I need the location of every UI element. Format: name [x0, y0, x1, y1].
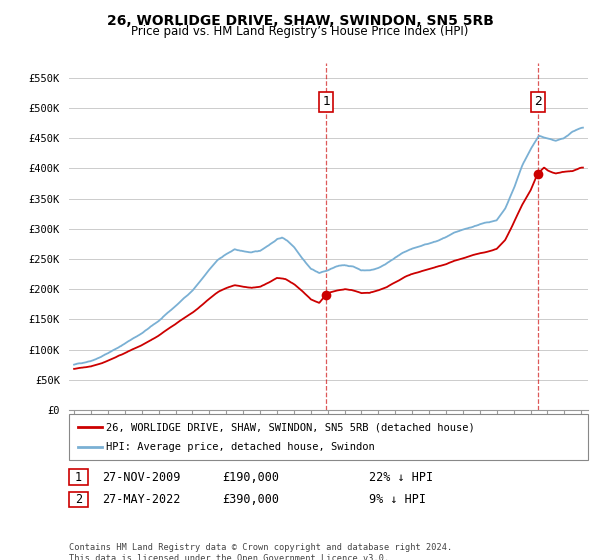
Text: 26, WORLIDGE DRIVE, SHAW, SWINDON, SN5 5RB (detached house): 26, WORLIDGE DRIVE, SHAW, SWINDON, SN5 5…	[106, 422, 475, 432]
Text: 27-MAY-2022: 27-MAY-2022	[102, 493, 181, 506]
Text: 26, WORLIDGE DRIVE, SHAW, SWINDON, SN5 5RB: 26, WORLIDGE DRIVE, SHAW, SWINDON, SN5 5…	[107, 14, 493, 28]
Text: £190,000: £190,000	[222, 470, 279, 484]
Text: Price paid vs. HM Land Registry’s House Price Index (HPI): Price paid vs. HM Land Registry’s House …	[131, 25, 469, 38]
Text: 2: 2	[533, 95, 542, 109]
Text: 1: 1	[75, 470, 82, 484]
Text: HPI: Average price, detached house, Swindon: HPI: Average price, detached house, Swin…	[106, 442, 375, 452]
Text: 1: 1	[322, 95, 330, 109]
Text: 9% ↓ HPI: 9% ↓ HPI	[369, 493, 426, 506]
Text: 2: 2	[75, 493, 82, 506]
Text: £390,000: £390,000	[222, 493, 279, 506]
Text: 22% ↓ HPI: 22% ↓ HPI	[369, 470, 433, 484]
Text: Contains HM Land Registry data © Crown copyright and database right 2024.
This d: Contains HM Land Registry data © Crown c…	[69, 543, 452, 560]
Text: 27-NOV-2009: 27-NOV-2009	[102, 470, 181, 484]
